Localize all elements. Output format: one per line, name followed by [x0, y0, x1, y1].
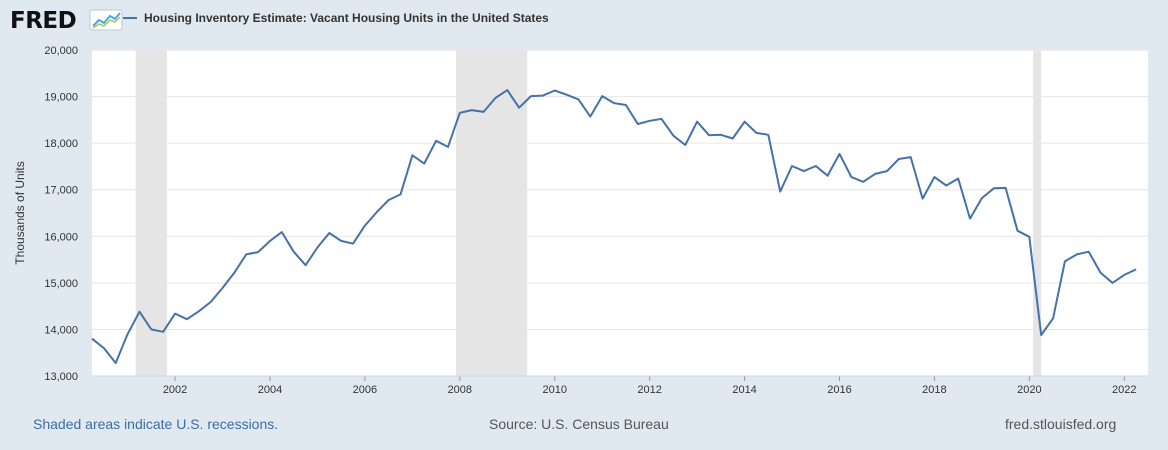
recession-band: [1033, 50, 1042, 376]
source-text: Source: U.S. Census Bureau: [489, 416, 669, 432]
legend-swatch: [123, 17, 137, 19]
y-tick-label: 17,000: [44, 185, 78, 197]
x-tick-label: 2014: [732, 384, 756, 396]
recession-shading: [135, 50, 1042, 376]
x-tick-label: 2016: [827, 384, 851, 396]
y-tick-label: 18,000: [44, 138, 78, 150]
fred-logo-text: FRED: [10, 8, 77, 34]
recession-band: [135, 50, 167, 376]
x-tick-label: 2018: [922, 384, 946, 396]
data-points: [91, 90, 1137, 363]
y-tick-label: 15,000: [44, 278, 78, 290]
recession-note-link[interactable]: Shaded areas indicate U.S. recessions.: [33, 416, 279, 432]
x-tick-label: 2022: [1112, 384, 1136, 396]
x-axis-ticks: 2002 2004 2006 2008 2010 2012 2014 2016 2018 2020…: [92, 375, 1148, 396]
y-tick-label: 20,000: [44, 45, 78, 57]
y-tick-label: 13,000: [44, 371, 78, 383]
series-line[interactable]: [91, 89, 1137, 364]
recession-band: [456, 50, 528, 376]
y-tick-label: 16,000: [44, 231, 78, 243]
x-tick-label: 2020: [1017, 384, 1041, 396]
x-tick-label: 2012: [637, 384, 661, 396]
y-axis-label: Thousands of Units: [13, 161, 27, 264]
plot-area: [92, 50, 1148, 376]
x-tick-label: 2006: [353, 384, 377, 396]
line-chart[interactable]: 13,000 14,000 15,000 16,000 17,000 18,000 19,0…: [0, 0, 1168, 410]
x-tick-label: 2002: [163, 384, 187, 396]
y-axis-ticks: 13,000 14,000 15,000 16,000 17,000 18,000 19,0…: [44, 45, 78, 383]
y-tick-label: 14,000: [44, 324, 78, 336]
x-tick-label: 2004: [258, 384, 282, 396]
y-tick-label: 19,000: [44, 92, 78, 104]
x-tick-label: 2010: [542, 384, 566, 396]
chart-legend: Housing Inventory Estimate: Vacant Housi…: [123, 11, 549, 25]
legend-series-name: Housing Inventory Estimate: Vacant Housi…: [144, 11, 549, 25]
x-tick-label: 2008: [448, 384, 472, 396]
fred-logo-chart-icon: [89, 9, 123, 31]
fred-url-link[interactable]: fred.stlouisfed.org: [1005, 416, 1117, 432]
